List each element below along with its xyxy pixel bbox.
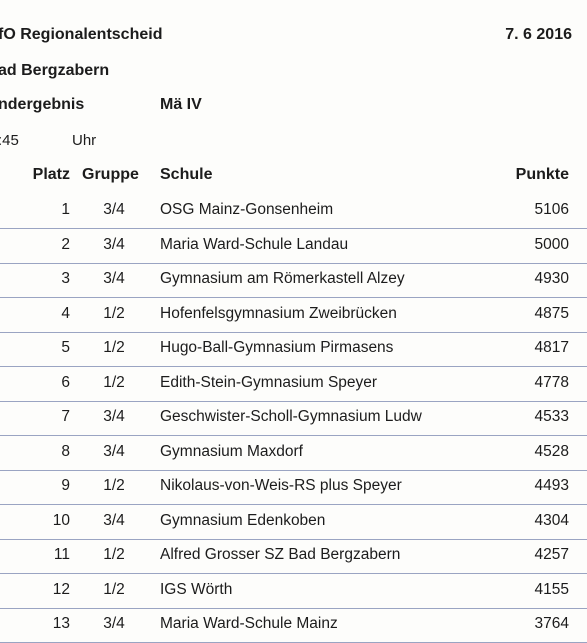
rank-cell: 6 [61, 373, 70, 391]
column-header-punkte: Punkte [515, 166, 569, 183]
group-cell: 3/4 [103, 408, 125, 425]
points-cell: 4528 [534, 442, 569, 460]
category-label: Mä IV [160, 96, 202, 113]
points-cell: 4533 [534, 408, 569, 425]
group-cell: 1/2 [103, 546, 125, 563]
school-cell: Gymnasium Edenkoben [160, 511, 326, 529]
points-cell: 4875 [534, 304, 569, 322]
school-cell: Hugo-Ball-Gymnasium Pirmasens [160, 339, 394, 356]
group-cell: 1/2 [103, 580, 125, 598]
table-row: 8 3/4 Gymnasium Maxdorf 4528 [0, 436, 587, 471]
school-cell: Edith-Stein-Gymnasium Speyer [160, 373, 378, 391]
table-row: 9 1/2 Nikolaus-von-Weis-RS plus Speyer 4493 [0, 470, 587, 505]
group-cell: 1/2 [103, 339, 125, 356]
table-row: 11 1/2 Alfred Grosser SZ Bad Bergzabern 425… [0, 539, 587, 574]
table-row: 5 1/2 Hugo-Ball-Gymnasium Pirmasens 4817 [0, 332, 587, 367]
group-cell: 1/2 [103, 373, 125, 391]
table-row: 3 3/4 Gymnasium am Römerkastell Alzey 4930 [0, 263, 587, 298]
group-cell: 3/4 [103, 235, 125, 253]
points-cell: 3764 [534, 615, 569, 632]
table-row: 13 3/4 Maria Ward-Schule Mainz 3764 [0, 608, 587, 643]
school-cell: Nikolaus-von-Weis-RS plus Speyer [160, 477, 402, 494]
table-row: 7 3/4 Geschwister-Scholl-Gymnasium Ludw 453… [0, 401, 587, 436]
group-cell: 3/4 [103, 442, 125, 460]
table-row: 10 3/4 Gymnasium Edenkoben 4304 [0, 505, 587, 540]
points-cell: 4257 [534, 546, 569, 563]
table-row: 12 1/2 IGS Wörth 4155 [0, 574, 587, 609]
rank-cell: 12 [52, 580, 70, 598]
rank-cell: 5 [61, 339, 70, 356]
points-cell: 4155 [534, 580, 569, 598]
group-cell: 3/4 [103, 615, 125, 632]
table-row: 4 1/2 Hofenfelsgymnasium Zweibrücken 4875 [0, 298, 587, 333]
column-header-platz: Platz [32, 166, 70, 183]
group-cell: 1/2 [103, 477, 125, 494]
school-cell: Maria Ward-Schule Mainz [160, 615, 338, 632]
column-header-schule: Schule [160, 166, 213, 183]
rank-cell: 9 [61, 477, 70, 494]
school-cell: Maria Ward-Schule Landau [160, 235, 349, 253]
school-cell: IGS Wörth [160, 580, 233, 598]
points-cell: 4817 [534, 339, 569, 356]
school-cell: Hofenfelsgymnasium Zweibrücken [160, 304, 397, 322]
rank-cell: 13 [52, 615, 70, 632]
document-title: fO Regionalentscheid [0, 26, 163, 43]
school-cell: OSG Mainz-Gonsenheim [160, 201, 334, 218]
time-unit: Uhr [72, 132, 97, 149]
school-cell: Gymnasium am Römerkastell Alzey [160, 270, 405, 287]
school-cell: Geschwister-Scholl-Gymnasium Ludw [160, 408, 422, 425]
points-cell: 5000 [534, 235, 569, 253]
points-cell: 4930 [534, 270, 569, 287]
school-cell: Gymnasium Maxdorf [160, 442, 303, 460]
points-cell: 4304 [534, 511, 569, 529]
event-date: 7. 6 2016 [505, 26, 572, 43]
rank-cell: 8 [61, 442, 70, 460]
rank-cell: 2 [61, 235, 70, 253]
time-value: :45 [0, 132, 19, 149]
result-heading: ndergebnis [0, 96, 85, 113]
table-row: 2 3/4 Maria Ward-Schule Landau 5000 [0, 229, 587, 264]
group-cell: 1/2 [103, 304, 125, 322]
group-cell: 3/4 [103, 201, 125, 218]
rank-cell: 1 [61, 201, 70, 218]
points-cell: 4778 [534, 373, 569, 391]
rank-cell: 7 [61, 408, 70, 425]
column-header-gruppe: Gruppe [82, 166, 139, 183]
table-row: 6 1/2 Edith-Stein-Gymnasium Speyer 4778 [0, 367, 587, 402]
event-location: ad Bergzabern [0, 62, 110, 79]
group-cell: 3/4 [103, 270, 125, 287]
rank-cell: 11 [53, 546, 70, 563]
rank-cell: 4 [61, 304, 70, 322]
table-row: 1 3/4 OSG Mainz-Gonsenheim 5106 [0, 194, 587, 229]
points-cell: 5106 [534, 201, 569, 218]
group-cell: 3/4 [103, 511, 125, 529]
points-cell: 4493 [534, 477, 569, 494]
rank-cell: 3 [61, 270, 70, 287]
school-cell: Alfred Grosser SZ Bad Bergzabern [160, 546, 401, 563]
rank-cell: 10 [52, 511, 70, 529]
